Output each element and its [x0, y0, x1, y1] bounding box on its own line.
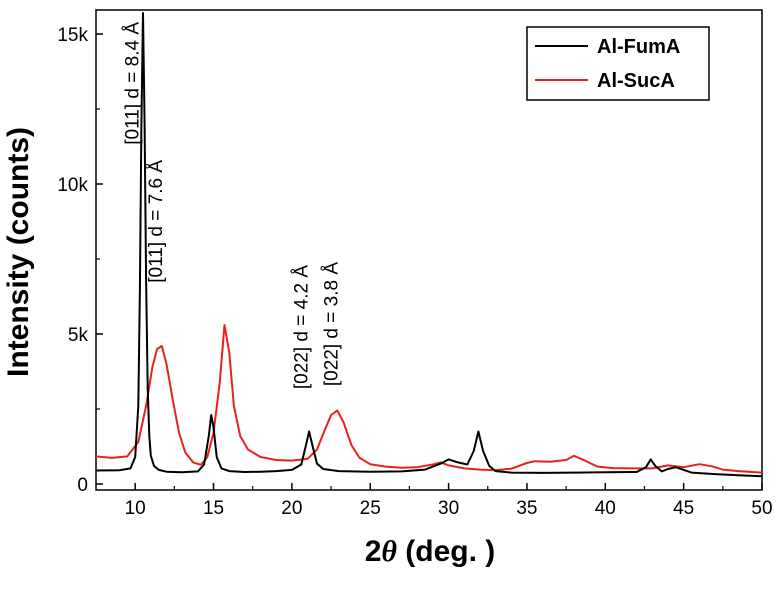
x-axis-title-symbol: θ: [381, 535, 397, 568]
y-tick-label-3: 15k: [57, 25, 88, 46]
x-axis-title-prefix: 2: [365, 535, 382, 568]
x-axis-ticks: 10 15 20 25 30 35 40 45 50: [125, 483, 773, 519]
peak-annotation-1: [011] d = 8.4 Å: [122, 22, 143, 145]
peak-annotation-3: [022] d = 4.2 Å: [292, 265, 313, 389]
y-tick-label-2: 10k: [57, 175, 88, 196]
x-tick-label-5: 35: [516, 498, 537, 519]
x-axis-title-suffix: (deg. ): [397, 535, 495, 568]
x-tick-label-1: 15: [203, 498, 224, 519]
x-tick-label-7: 45: [673, 498, 694, 519]
legend-label-series-2: Al-SucA: [597, 70, 675, 92]
legend: Al-FumA Al-SucA: [526, 26, 710, 101]
x-tick-label-8: 50: [751, 498, 772, 519]
x-tick-label-6: 40: [595, 498, 616, 519]
series-layer: [95, 12, 763, 478]
legend-label-series-1: Al-FumA: [597, 36, 680, 58]
x-tick-label-0: 10: [125, 498, 146, 519]
y-tick-label-1: 5k: [68, 325, 89, 346]
y-axis-title: Intensity (counts): [2, 127, 35, 377]
series-line-2: [95, 324, 763, 474]
plot-frame: [95, 9, 763, 491]
x-axis-title: 2θ (deg. ): [365, 535, 496, 568]
x-tick-label-4: 30: [438, 498, 459, 519]
x-tick-label-3: 25: [360, 498, 381, 519]
series-line-1: [95, 12, 763, 478]
annotation-layer: [011] d = 8.4 Å[011] d = 7.6 Å [022] d = …: [122, 22, 342, 389]
legend-box: [526, 26, 710, 101]
peak-annotation-2: [011] d = 7.6 Å: [146, 160, 167, 283]
y-axis-ticks: 0 5k 10k 15k: [57, 25, 103, 496]
x-tick-label-2: 20: [281, 498, 302, 519]
peak-annotation-4: [022] d = 3.8 Å: [321, 262, 342, 386]
y-tick-label-0: 0: [77, 475, 88, 496]
